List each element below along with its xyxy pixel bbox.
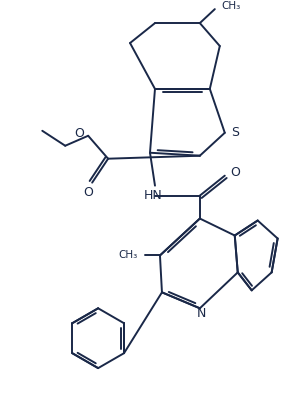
Text: CH₃: CH₃ xyxy=(119,250,138,261)
Text: S: S xyxy=(231,126,239,139)
Text: O: O xyxy=(83,186,93,199)
Text: CH₃: CH₃ xyxy=(222,1,241,11)
Text: O: O xyxy=(74,127,84,140)
Text: HN: HN xyxy=(144,189,162,202)
Text: N: N xyxy=(197,307,207,320)
Text: O: O xyxy=(230,166,240,179)
